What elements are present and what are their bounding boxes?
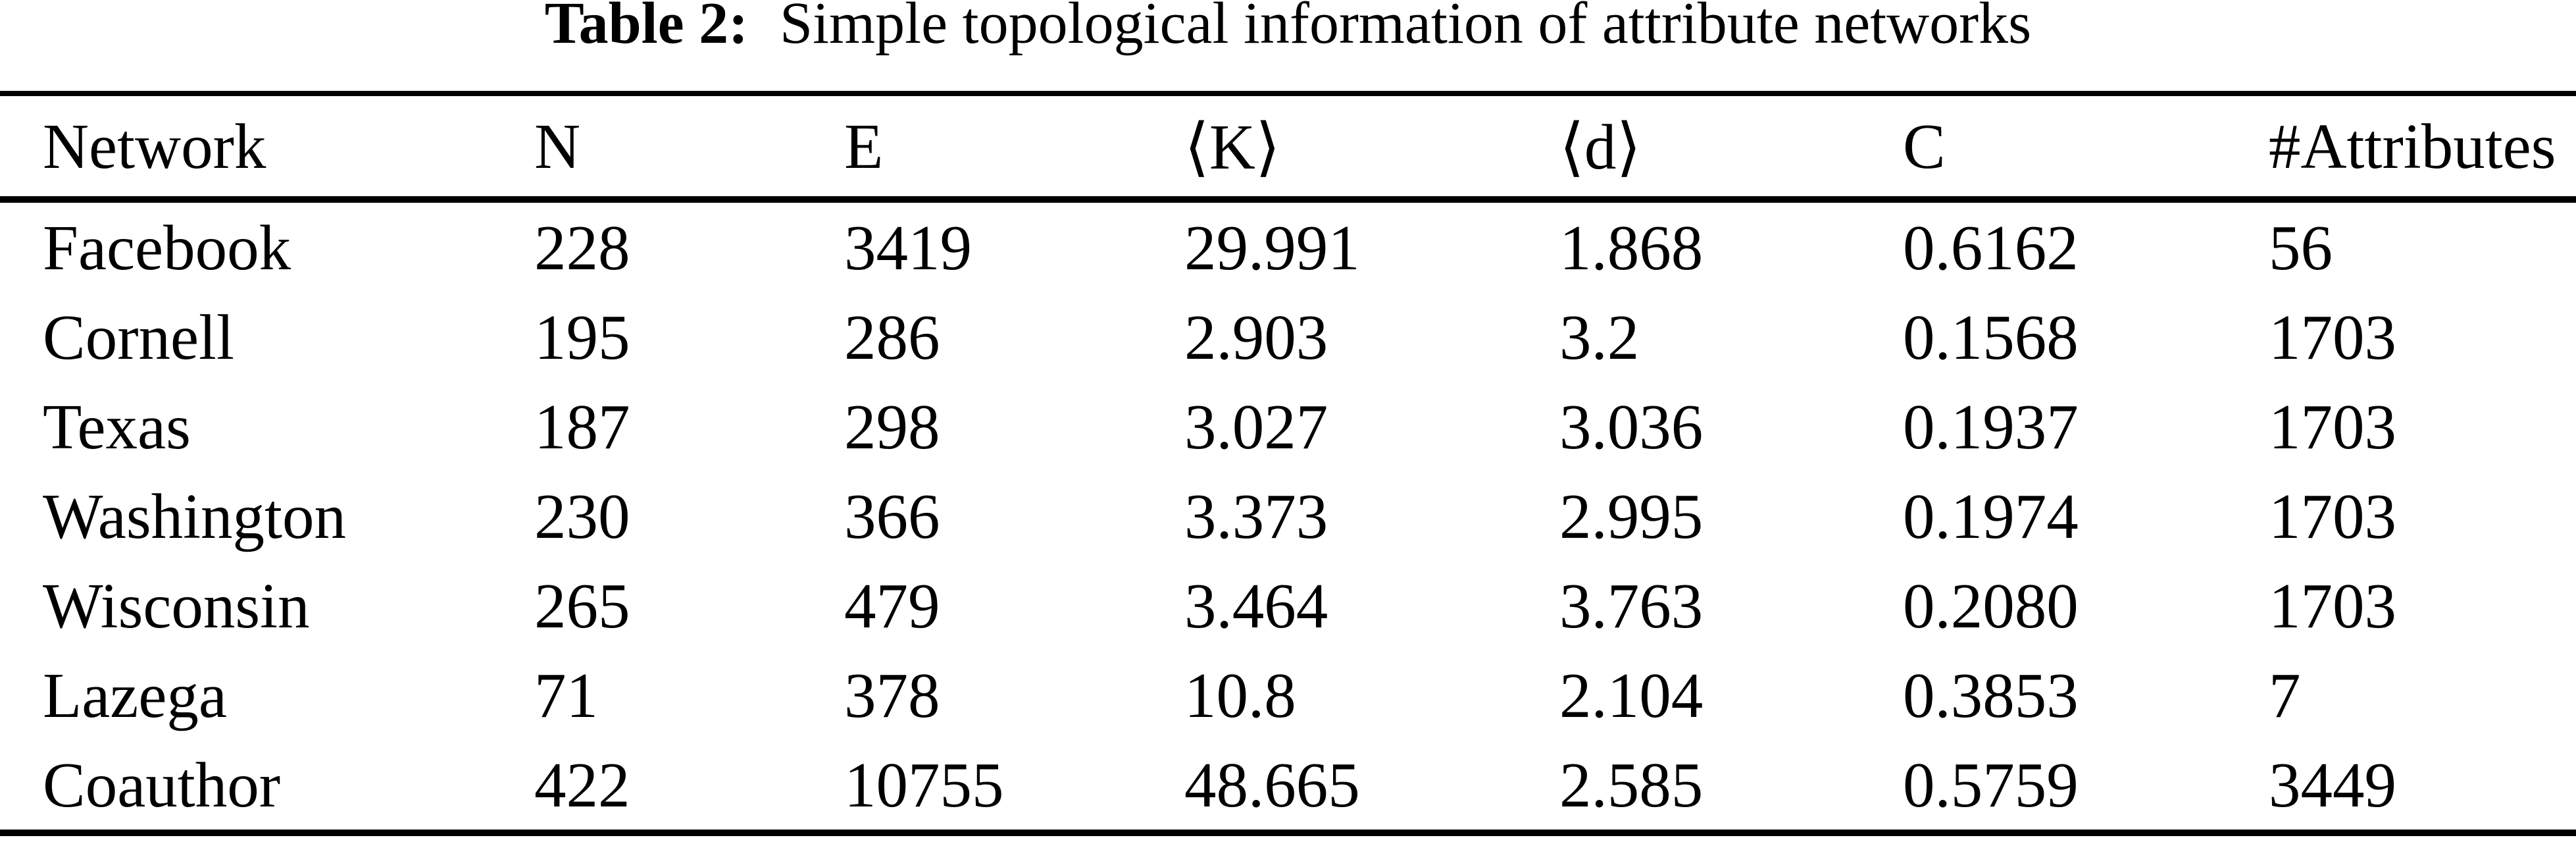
cell-n: 422 <box>534 749 630 820</box>
cell-e: 10755 <box>844 749 1004 820</box>
cell-attributes: 56 <box>2269 212 2333 283</box>
caption-label: Table 2: <box>544 0 749 56</box>
cell-network: Lazega <box>43 660 227 731</box>
cell-n: 71 <box>534 660 598 731</box>
cell-n: 187 <box>534 391 630 462</box>
table-row-lazega: Lazega 71 378 10.8 2.104 0.3853 7 <box>0 650 2576 740</box>
cell-avg-degree: 3.027 <box>1184 391 1328 462</box>
cell-n: 265 <box>534 570 630 641</box>
table-row-facebook: Facebook 228 3419 29.991 1.868 0.6162 56 <box>0 199 2576 292</box>
cell-c: 0.1937 <box>1903 391 2079 462</box>
cell-c: 0.5759 <box>1903 749 2079 820</box>
cell-attributes: 3449 <box>2269 749 2396 820</box>
cell-attributes: 1703 <box>2269 391 2396 462</box>
table-row-cornell: Cornell 195 286 2.903 3.2 0.1568 1703 <box>0 292 2576 382</box>
cell-c: 0.2080 <box>1903 570 2079 641</box>
column-header-attributes: #Attributes <box>2269 93 2576 203</box>
cell-avg-degree: 2.903 <box>1184 302 1328 373</box>
cell-avg-distance: 3.036 <box>1559 391 1704 462</box>
cell-avg-distance: 2.104 <box>1559 660 1704 731</box>
table-caption: Table 2: Simple topological information o… <box>0 0 2576 58</box>
cell-network: Wisconsin <box>43 570 310 641</box>
header-row: Network N E ⟨K⟩ ⟨d⟩ C #Attributes <box>0 93 2576 203</box>
cell-avg-degree: 3.373 <box>1184 481 1328 552</box>
cell-n: 228 <box>534 212 630 283</box>
cell-e: 3419 <box>844 212 972 283</box>
cell-e: 366 <box>844 481 940 552</box>
topology-table: Network N E ⟨K⟩ ⟨d⟩ C #Attributes Facebo… <box>0 91 2576 836</box>
cell-e: 298 <box>844 391 940 462</box>
table-row-washington: Washington 230 366 3.373 2.995 0.1974 17… <box>0 471 2576 561</box>
table-row-coauthor: Coauthor 422 10755 48.665 2.585 0.5759 3… <box>0 740 2576 833</box>
table-row-texas: Texas 187 298 3.027 3.036 0.1937 1703 <box>0 382 2576 471</box>
cell-n: 195 <box>534 302 630 373</box>
cell-n: 230 <box>534 481 630 552</box>
cell-c: 0.6162 <box>1903 212 2079 283</box>
cell-attributes: 1703 <box>2269 481 2396 552</box>
column-header-c: C <box>1903 93 2269 203</box>
cell-avg-distance: 2.995 <box>1559 481 1704 552</box>
column-header-network: Network <box>0 93 534 203</box>
cell-avg-distance: 1.868 <box>1559 212 1704 283</box>
cell-e: 286 <box>844 302 940 373</box>
cell-c: 0.3853 <box>1903 660 2079 731</box>
cell-avg-degree: 3.464 <box>1184 570 1328 641</box>
column-header-n: N <box>534 93 844 203</box>
cell-avg-degree: 10.8 <box>1184 660 1296 731</box>
cell-avg-degree: 48.665 <box>1184 749 1360 820</box>
column-header-avg-distance: ⟨d⟩ <box>1559 93 1903 203</box>
cell-network: Texas <box>43 391 191 462</box>
cell-c: 0.1974 <box>1903 481 2079 552</box>
caption-text: Simple topological information of attrib… <box>780 0 2032 56</box>
column-header-e: E <box>844 93 1184 203</box>
cell-avg-distance: 2.585 <box>1559 749 1704 820</box>
column-header-avg-degree: ⟨K⟩ <box>1184 93 1559 203</box>
cell-network: Washington <box>43 481 346 552</box>
cell-e: 378 <box>844 660 940 731</box>
cell-attributes: 1703 <box>2269 302 2396 373</box>
cell-avg-distance: 3.763 <box>1559 570 1704 641</box>
cell-e: 479 <box>844 570 940 641</box>
cell-network: Coauthor <box>43 749 281 820</box>
cell-avg-distance: 3.2 <box>1559 302 1640 373</box>
cell-avg-degree: 29.991 <box>1184 212 1360 283</box>
cell-attributes: 7 <box>2269 660 2301 731</box>
cell-network: Cornell <box>43 302 234 373</box>
cell-c: 0.1568 <box>1903 302 2079 373</box>
table-row-wisconsin: Wisconsin 265 479 3.464 3.763 0.2080 170… <box>0 561 2576 650</box>
cell-network: Facebook <box>43 212 291 283</box>
cell-attributes: 1703 <box>2269 570 2396 641</box>
